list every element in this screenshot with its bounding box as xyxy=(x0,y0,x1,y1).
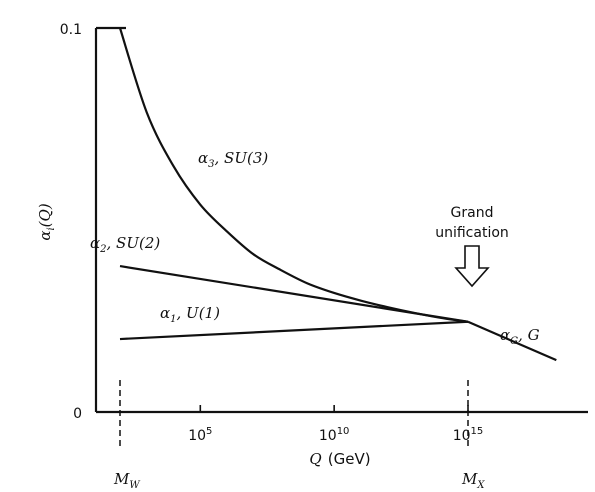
x-tick-label-5: 105 xyxy=(188,426,212,444)
series-line-alpha2 xyxy=(119,264,469,323)
series-label-alphaG: αG, G xyxy=(500,326,540,347)
y-tick-label-zero: 0 xyxy=(73,406,82,422)
x-tick-label-10: 1010 xyxy=(319,426,350,444)
series-label-alpha2: α2, SU(2) xyxy=(90,234,160,255)
series-line-alpha1 xyxy=(119,320,469,341)
annotation-line-2: unification xyxy=(435,225,509,241)
y-tick-label-top: 0.1 xyxy=(60,22,82,38)
x-tick-label-15: 1015 xyxy=(453,426,484,444)
y-axis-label-sub: i xyxy=(46,227,57,230)
marker-label-X: MX xyxy=(461,470,485,491)
series-label-alpha3: α3, SU(3) xyxy=(198,149,268,170)
x-axis-label: Q (GeV) xyxy=(309,450,370,468)
series-line-alphaG xyxy=(467,320,557,362)
y-axis-label: αi(Q) xyxy=(36,203,57,240)
series-lines xyxy=(118,27,557,362)
marker-label-W: MW xyxy=(113,470,140,491)
x-ticks: 105 1010 1015 xyxy=(188,405,483,444)
series-line-alpha3 xyxy=(118,27,469,323)
annotation-line-1: Grand xyxy=(451,205,494,221)
scale-markers: MW MX xyxy=(113,380,485,491)
down-arrow-icon xyxy=(454,245,490,288)
series-label-alpha1: α1, U(1) xyxy=(160,304,220,325)
